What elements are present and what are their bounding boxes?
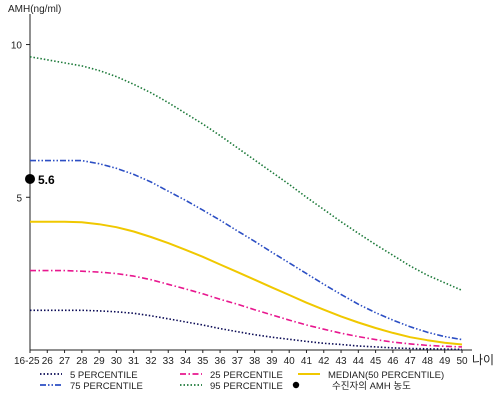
legend-item: 25 PERCENTILE (180, 370, 283, 381)
x-tick-label: 34 (180, 356, 192, 367)
x-tick-label: 31 (128, 356, 140, 367)
x-tick-label: 39 (266, 356, 278, 367)
x-tick-label: 36 (215, 356, 227, 367)
series-line-1 (30, 269, 463, 348)
x-tick-label: 26 (42, 356, 54, 367)
legend-item: 수진자의 AMH 농도 (292, 381, 411, 392)
patient-point-marker (25, 173, 35, 184)
x-tick-label: 29 (94, 356, 106, 367)
legend-label: 25 PERCENTILE (210, 370, 283, 381)
series-line-2 (30, 220, 463, 346)
x-tick-label: 43 (335, 356, 347, 367)
x-tick-label: 32 (145, 356, 157, 367)
x-ticks: 16-25 26 27 28 29 30 31 32 33 34 35 36 37 38 39 40 41 42 4… (14, 350, 468, 367)
x-tick-label: 28 (76, 356, 88, 367)
x-axis-title: 나이 (472, 353, 494, 367)
y-tick-label: 10 (11, 41, 23, 52)
x-tick-label: 33 (163, 356, 175, 367)
legend-item: MEDIAN(50 PERCENTILE) (298, 370, 444, 381)
y-ticks: 5 10 (11, 41, 30, 204)
legend-label: 5 PERCENTILE (70, 370, 138, 381)
x-tick-label: 37 (232, 356, 244, 367)
legend-item: 5 PERCENTILE (40, 370, 138, 381)
patient-point-label: 5.6 (38, 173, 55, 187)
x-tick-label: 50 (456, 356, 468, 367)
chart-axes: AMH(ng/ml) 나이 (8, 4, 494, 367)
legend-item: 75 PERCENTILE (40, 381, 143, 392)
x-tick-label: 48 (422, 356, 434, 367)
legend-label: MEDIAN(50 PERCENTILE) (328, 370, 444, 381)
legend-label: 75 PERCENTILE (70, 381, 143, 392)
patient-point: 5.6 (25, 173, 55, 187)
y-axis-title: AMH(ng/ml) (8, 4, 61, 15)
chart-legend: 5 PERCENTILE 25 PERCENTILE MEDIAN(50 PERCE… (40, 370, 444, 392)
x-tick-label: 40 (284, 356, 296, 367)
y-tick-label: 5 (16, 193, 22, 204)
x-tick-label: 45 (370, 356, 382, 367)
x-tick-label: 49 (439, 356, 451, 367)
x-tick-label: 30 (111, 356, 123, 367)
legend-label: 수진자의 AMH 농도 (332, 381, 411, 392)
x-tick-label: 16-25 (14, 356, 40, 367)
x-tick-label: 46 (387, 356, 399, 367)
series-line-0 (30, 309, 463, 351)
x-tick-label: 47 (405, 356, 417, 367)
series-line-4 (29, 56, 463, 292)
legend-item: 95 PERCENTILE (180, 381, 283, 392)
x-tick-label: 38 (249, 356, 261, 367)
x-tick-label: 42 (318, 356, 330, 367)
legend-label: 95 PERCENTILE (210, 381, 283, 392)
series-lines (29, 56, 463, 351)
series-line-3 (30, 159, 463, 341)
x-tick-label: 44 (353, 356, 365, 367)
x-tick-label: 35 (197, 356, 209, 367)
legend-point-swatch (292, 381, 300, 389)
x-tick-label: 41 (301, 356, 313, 367)
x-tick-label: 27 (59, 356, 71, 367)
